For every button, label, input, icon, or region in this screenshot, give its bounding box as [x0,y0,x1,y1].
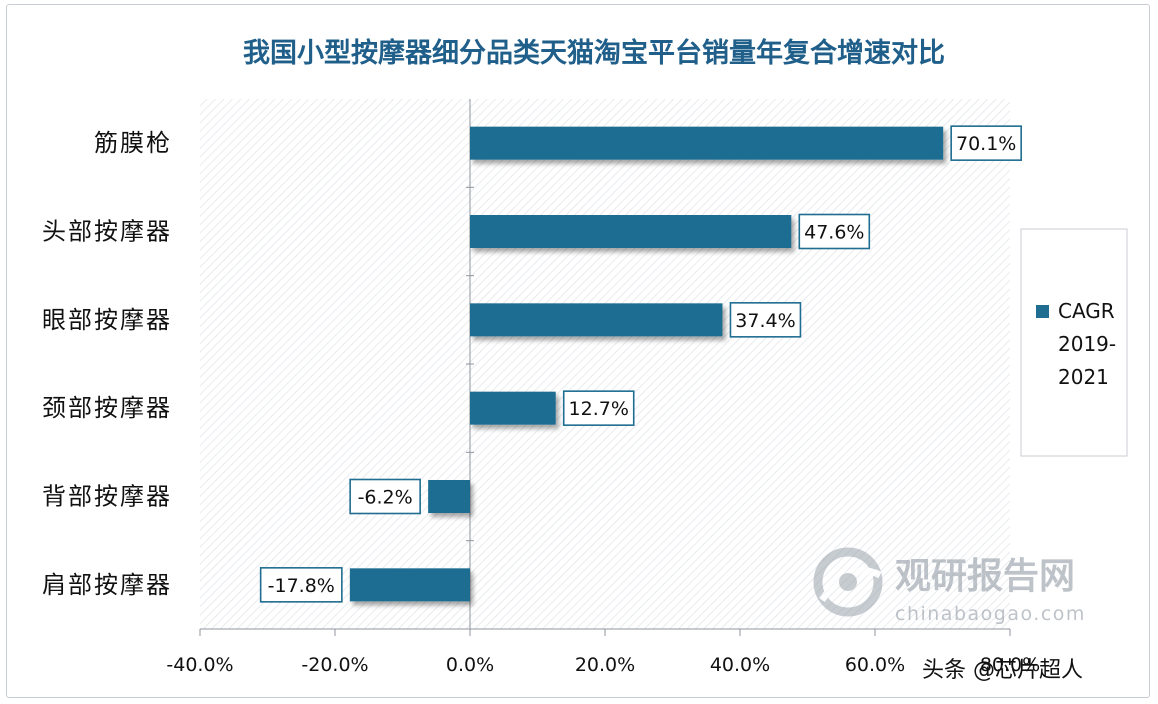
bar-layer [349,126,944,602]
bar [428,480,470,513]
plot-area [200,99,1010,629]
watermark-logo-icon [813,547,883,617]
category-label: 颈部按摩器 [42,394,172,422]
data-label: -17.8% [268,575,335,597]
x-tick-label: 80.0% [980,654,1040,676]
x-tick-label: 60.0% [845,654,905,676]
category-label: 筋膜枪 [94,129,172,157]
bar [470,391,556,425]
legend-swatch [1036,305,1049,318]
data-label-box [562,390,635,426]
data-label: -6.2% [358,487,413,509]
category-label: 背部按摩器 [42,483,172,511]
x-tick-label: -20.0% [301,654,368,676]
legend-label-line-2: 2019- [1058,332,1116,356]
category-label: 头部按摩器 [42,218,172,246]
legend-label-line-1: CAGR [1058,299,1115,323]
legend: CAGR 2019- 2021 [1020,228,1128,457]
category-label: 肩部按摩器 [42,571,172,599]
bar [470,303,723,337]
legend-box [1020,228,1128,457]
data-label-box [729,302,802,338]
axis-layer: -40.0% -20.0% 0.0% 20.0% 40.0% 60.0% 80.0% 筋膜枪头… [42,99,1040,676]
watermark-url: chinabaogao.com [895,603,1086,625]
bar [470,215,792,248]
x-tick-label: 40.0% [710,654,770,676]
data-label: 70.1% [956,133,1016,155]
bar [349,568,470,602]
x-tick-label: -40.0% [166,654,233,676]
data-label: 37.4% [735,310,795,332]
data-label-box [798,213,871,250]
source-tag: 头条 @芯片超人 [922,658,1083,683]
category-label: 眼部按摩器 [42,306,172,334]
data-label: 12.7% [569,398,629,420]
data-label-box [259,567,343,603]
watermark: 观研报告网 chinabaogao.com [813,547,1086,625]
bar [470,126,944,160]
x-tick-label: 0.0% [446,654,494,676]
chart-title: 我国小型按摩器细分品类天猫淘宝平台销量年复合增速对比 [243,37,945,69]
x-tick-label: 20.0% [575,654,635,676]
data-label-box [349,478,421,515]
data-label: 47.6% [804,222,864,244]
legend-label-line-3: 2021 [1058,365,1109,389]
data-label-layer: 70.1% 47.6% 37.4% 12.7% -6.2% -17.8% [259,125,1022,603]
watermark-brand: 观研报告网 [895,556,1075,597]
data-label-box [950,125,1022,161]
